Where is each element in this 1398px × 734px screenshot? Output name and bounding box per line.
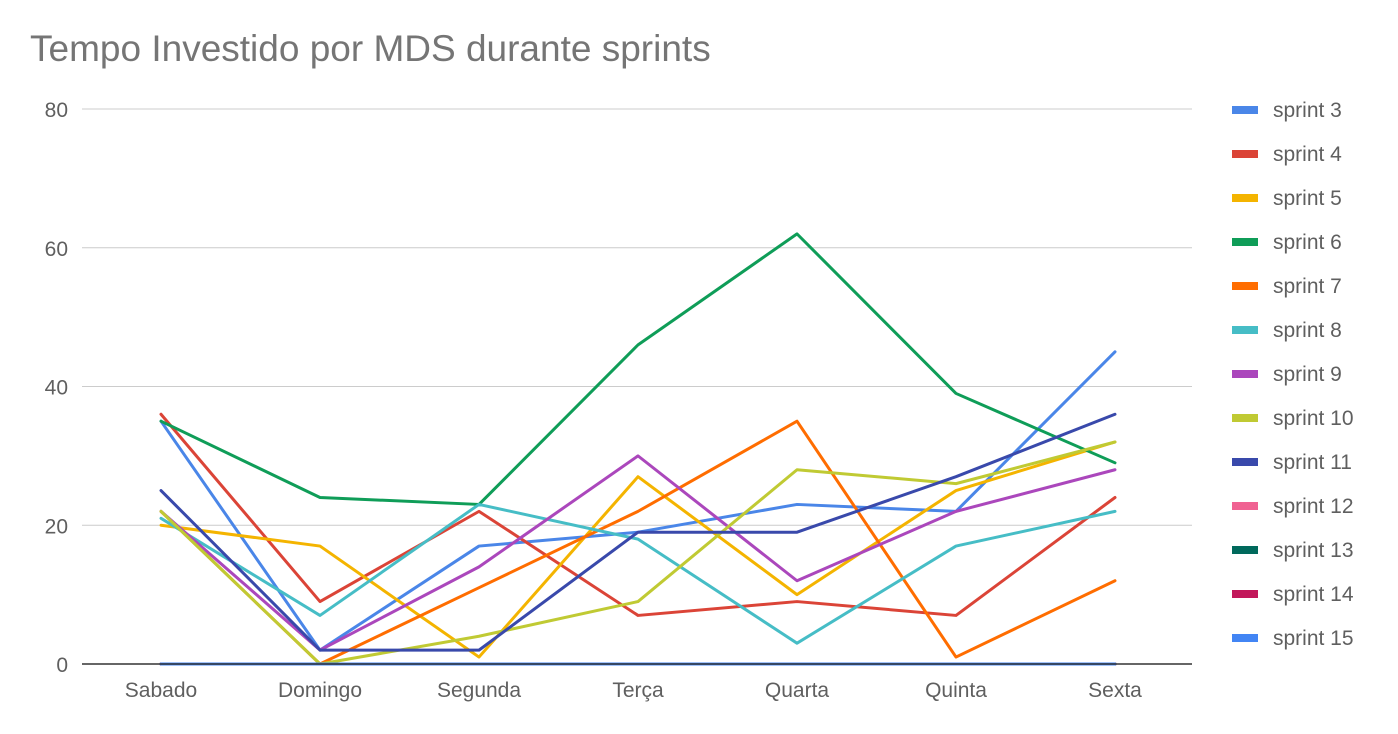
legend-swatch <box>1232 106 1258 114</box>
legend-item: sprint 13 <box>1232 539 1354 562</box>
y-tick-label: 20 <box>45 515 68 538</box>
legend-swatch <box>1232 194 1258 202</box>
legend-label: sprint 9 <box>1273 363 1342 386</box>
legend-swatch <box>1232 150 1258 158</box>
series-line-sprint-8 <box>159 502 1117 645</box>
legend-swatch <box>1232 458 1258 466</box>
axes: 0 20 40 60 80 Sabado Domingo Segunda Terça Quarta… <box>45 99 1192 702</box>
legend-swatch <box>1232 238 1258 246</box>
legend-label: sprint 11 <box>1273 451 1352 474</box>
legend-swatch <box>1232 634 1258 642</box>
legend-item: sprint 12 <box>1232 495 1354 518</box>
legend-swatch <box>1232 502 1258 510</box>
legend-label: sprint 6 <box>1273 231 1342 254</box>
legend-swatch <box>1232 282 1258 290</box>
legend-item: sprint 10 <box>1232 407 1354 430</box>
x-tick-label: Domingo <box>278 679 362 702</box>
legend-item: sprint 5 <box>1232 187 1342 210</box>
chart-title: Tempo Investido por MDS durante sprints <box>30 28 711 69</box>
x-tick-label: Quarta <box>765 679 830 702</box>
legend-item: sprint 9 <box>1232 363 1342 386</box>
legend-label: sprint 15 <box>1273 627 1354 650</box>
legend-label: sprint 13 <box>1273 539 1354 562</box>
legend-label: sprint 12 <box>1273 495 1354 518</box>
legend-item: sprint 15 <box>1232 627 1354 650</box>
gridlines <box>82 108 1192 526</box>
legend-label: sprint 8 <box>1273 319 1342 342</box>
x-tick-label: Terça <box>612 679 664 702</box>
legend-label: sprint 14 <box>1273 583 1354 606</box>
legend: sprint 3 sprint 4 sprint 5 sprint 6 sprint 7… <box>1232 99 1354 650</box>
x-tick-label: Sexta <box>1088 679 1142 702</box>
series-line-sprint-5 <box>159 440 1117 659</box>
legend-swatch <box>1232 590 1258 598</box>
legend-item: sprint 11 <box>1232 451 1352 474</box>
legend-swatch <box>1232 326 1258 334</box>
series-line-sprint-4 <box>159 412 1117 617</box>
legend-item: sprint 4 <box>1232 143 1342 166</box>
x-tick-label: Quinta <box>925 679 987 702</box>
legend-label: sprint 5 <box>1273 187 1342 210</box>
legend-item: sprint 3 <box>1232 99 1342 122</box>
legend-label: sprint 10 <box>1273 407 1354 430</box>
series-line-sprint-11 <box>159 412 1117 652</box>
legend-swatch <box>1232 370 1258 378</box>
legend-item: sprint 7 <box>1232 275 1342 298</box>
legend-label: sprint 4 <box>1273 143 1342 166</box>
legend-label: sprint 3 <box>1273 99 1342 122</box>
legend-label: sprint 7 <box>1273 275 1342 298</box>
y-tick-label: 0 <box>56 654 68 677</box>
y-tick-label: 60 <box>45 238 68 261</box>
legend-item: sprint 8 <box>1232 319 1342 342</box>
series-lines <box>159 232 1117 666</box>
legend-item: sprint 14 <box>1232 583 1354 606</box>
legend-item: sprint 6 <box>1232 231 1342 254</box>
x-tick-label: Sabado <box>125 679 197 702</box>
legend-swatch <box>1232 546 1258 554</box>
series-line-sprint-6 <box>159 232 1117 506</box>
y-tick-label: 40 <box>45 377 68 400</box>
legend-swatch <box>1232 414 1258 422</box>
x-tick-label: Segunda <box>437 679 521 702</box>
y-tick-label: 80 <box>45 99 68 122</box>
